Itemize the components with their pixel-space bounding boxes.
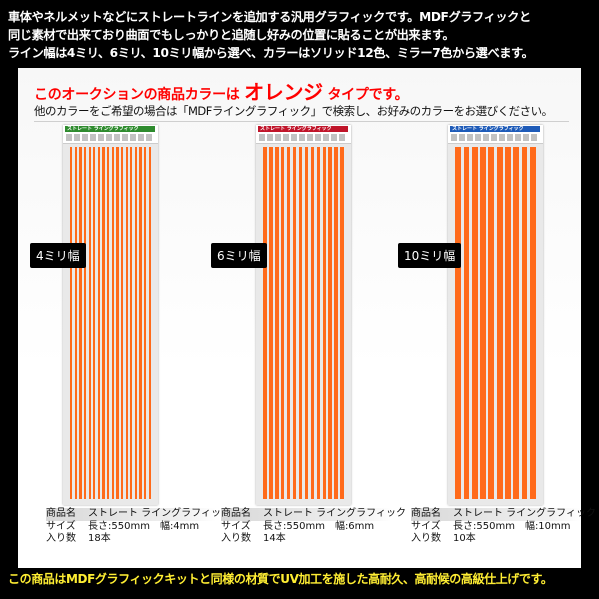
- color-notice-suffix: タイプです。: [327, 87, 409, 103]
- line-stripe: [521, 147, 528, 499]
- description-line: 同じ素材で出来ており曲面でもしっかりと追随し好みの位置に貼ることが出来ます。: [8, 28, 455, 42]
- width-label-4mm: 4ミリ幅: [30, 243, 86, 268]
- card-title: ストレート ライングラフィック: [450, 126, 540, 132]
- line-stripe: [148, 147, 151, 499]
- spec-4mm: 商品名 ストレート ライングラフィック サイズ 長さ:550mm 幅:4mm 入り数…: [46, 508, 231, 546]
- card-header: ストレート ライングラフィック: [63, 125, 158, 144]
- spec-value: 18本: [88, 533, 111, 544]
- line-stripe: [139, 147, 142, 499]
- spec-10mm: 商品名 ストレート ライングラフィック サイズ 長さ:550mm 幅:10mm 入り…: [411, 508, 596, 546]
- spec-value: ストレート ライングラフィック: [453, 508, 596, 519]
- other-colors-notice: 他のカラーをご希望の場合は「MDFライングラフィック」で検索し、お好みのカラーを…: [34, 104, 553, 118]
- color-notice: このオークションの商品カラーは オレンジ タイプです。: [34, 76, 409, 105]
- line-stripe: [328, 147, 332, 499]
- line-stripe: [263, 147, 267, 499]
- line-stripe: [286, 147, 291, 499]
- card-header: ストレート ライングラフィック: [448, 125, 543, 144]
- line-stripe: [143, 147, 147, 499]
- spec-key: 入り数: [46, 533, 76, 544]
- spec-key: 商品名: [46, 508, 76, 519]
- line-stripe: [316, 147, 321, 499]
- card-title: ストレート ライングラフィック: [258, 126, 348, 132]
- line-stripe: [298, 147, 303, 499]
- line-stripe: [93, 147, 96, 499]
- card-header: ストレート ライングラフィック: [256, 125, 351, 144]
- color-name: オレンジ: [244, 80, 323, 104]
- line-stripe: [334, 147, 338, 499]
- line-stripe: [107, 147, 110, 499]
- spec-key: 商品名: [411, 508, 441, 519]
- spec-value: ストレート ライングラフィック: [263, 508, 406, 519]
- line-stripe: [304, 147, 309, 499]
- stripe-group: [454, 147, 537, 499]
- line-stripe: [505, 147, 511, 499]
- description-text: 車体やネルメットなどにストレートラインを追加する汎用グラフィックです。MDFグラ…: [8, 8, 592, 62]
- line-stripe: [79, 147, 82, 499]
- line-stripe: [134, 147, 137, 499]
- card-meta: [259, 134, 347, 141]
- spec-value: 10本: [453, 533, 476, 544]
- line-stripe: [471, 147, 478, 499]
- product-card-6mm: ストレート ライングラフィック: [256, 125, 351, 505]
- description-line: 車体やネルメットなどにストレートラインを追加する汎用グラフィックです。MDFグラ…: [8, 10, 531, 24]
- line-stripe: [88, 147, 91, 499]
- quality-footer: この商品はMDFグラフィックキットと同様の材質でUV加工を施した高耐久、高耐候の…: [8, 572, 553, 586]
- line-stripe: [84, 147, 87, 499]
- stripe-group: [262, 147, 345, 499]
- line-stripe: [281, 147, 285, 499]
- description-line: ライン幅は4ミリ、6ミリ、10ミリ幅から選べ、カラーはソリッド12色、ミラー7色…: [8, 46, 534, 60]
- line-stripe: [97, 147, 101, 499]
- spec-key: 商品名: [221, 508, 251, 519]
- divider: [34, 121, 569, 122]
- spec-key: 入り数: [221, 533, 251, 544]
- line-stripe: [496, 147, 503, 499]
- product-card-4mm: ストレート ライングラフィック: [63, 125, 158, 505]
- spec-value: 長さ:550mm 幅:4mm: [88, 520, 200, 532]
- line-stripe: [529, 147, 536, 499]
- line-stripe: [455, 147, 462, 499]
- spec-value: 長さ:550mm 幅:10mm: [453, 520, 571, 532]
- card-title: ストレート ライングラフィック: [65, 126, 155, 132]
- card-meta: [451, 134, 539, 141]
- line-stripe: [463, 147, 470, 499]
- width-label-10mm: 10ミリ幅: [398, 243, 462, 268]
- line-stripe: [310, 147, 315, 499]
- line-stripe: [70, 147, 73, 499]
- line-stripe: [102, 147, 105, 499]
- spec-key: サイズ: [46, 520, 76, 532]
- line-stripe: [74, 147, 77, 499]
- line-stripe: [513, 147, 520, 499]
- line-stripe: [125, 147, 128, 499]
- line-stripe: [120, 147, 124, 499]
- line-stripe: [340, 147, 344, 499]
- card-meta: [66, 134, 154, 141]
- product-panel: このオークションの商品カラーは オレンジ タイプです。 他のカラーをご希望の場合…: [18, 68, 596, 568]
- spec-value: ストレート ライングラフィック: [88, 508, 231, 519]
- spec-6mm: 商品名 ストレート ライングラフィック サイズ 長さ:550mm 幅:6mm 入り数…: [221, 508, 406, 546]
- color-notice-prefix: このオークションの商品カラーは: [34, 87, 240, 103]
- line-stripe: [269, 147, 273, 499]
- line-stripe: [111, 147, 114, 499]
- stripe-group: [69, 147, 152, 499]
- line-stripe: [322, 147, 326, 499]
- line-stripe: [130, 147, 133, 499]
- width-label-6mm: 6ミリ幅: [211, 243, 267, 268]
- product-card-10mm: ストレート ライングラフィック: [448, 125, 543, 505]
- line-stripe: [116, 147, 119, 499]
- line-stripe: [292, 147, 297, 499]
- line-stripe: [480, 147, 486, 499]
- line-stripe: [488, 147, 495, 499]
- spec-value: 長さ:550mm 幅:6mm: [263, 520, 375, 532]
- spec-key: サイズ: [411, 520, 441, 532]
- spec-key: 入り数: [411, 533, 441, 544]
- spec-value: 14本: [263, 533, 286, 544]
- spec-key: サイズ: [221, 520, 251, 532]
- line-stripe: [275, 147, 279, 499]
